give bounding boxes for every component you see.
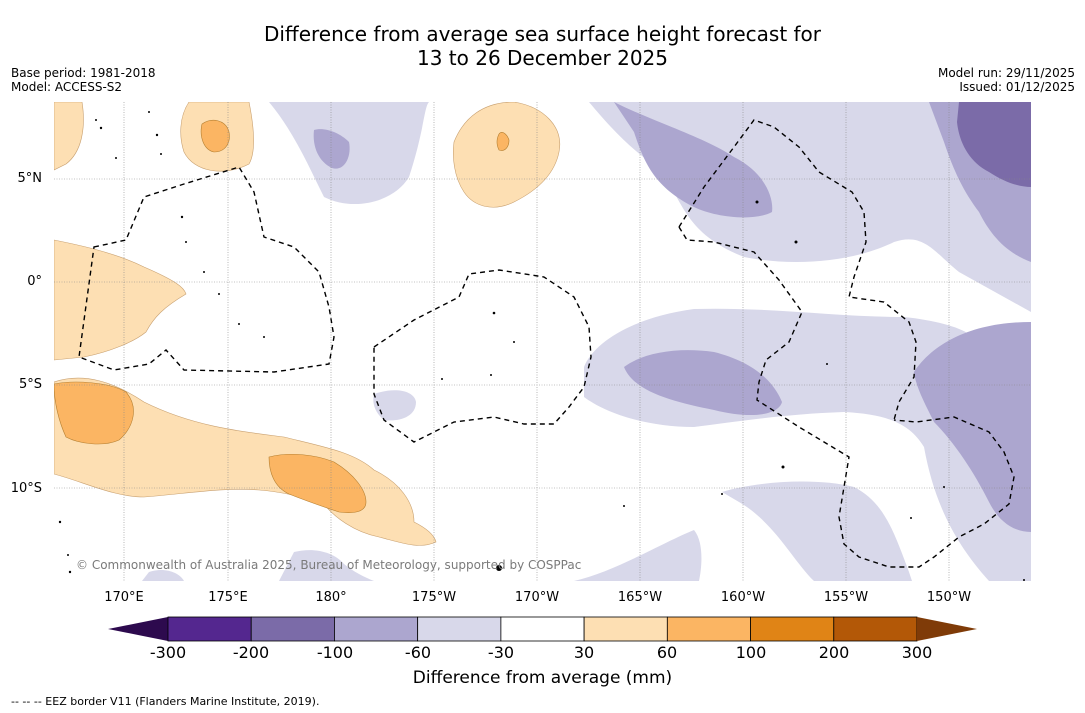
lon-label-150w: 150°W: [926, 590, 972, 605]
colorbar-bin: [167, 616, 252, 642]
title-line-1: Difference from average sea surface heig…: [263, 22, 822, 46]
colorbar-bins: [167, 616, 918, 642]
cbar-tick-minus100: -100: [316, 643, 354, 662]
colorbar-bin: [500, 616, 585, 642]
base-period-text: Base period: 1981-2018: [11, 66, 156, 80]
cbar-tick-minus30: -30: [487, 643, 515, 662]
cbar-tick-minus60: -60: [404, 643, 432, 662]
colorbar-under-arrow: [108, 617, 168, 641]
map-title: Difference from average sea surface heig…: [0, 22, 1085, 70]
cbar-tick-100: 100: [735, 643, 767, 662]
map-panel: [54, 102, 1031, 581]
model-run-text: Model run: 29/11/2025: [937, 66, 1075, 80]
lon-label-160w: 160°W: [720, 590, 766, 605]
lon-label-165w: 165°W: [617, 590, 663, 605]
base-period-info: Base period: 1981-2018 Model: ACCESS-S2: [11, 66, 156, 94]
graticule: [54, 102, 1031, 581]
contour-medium-orange: [54, 119, 510, 513]
colorbar-bin: [250, 616, 335, 642]
colorbar-bin: [417, 616, 502, 642]
colorbar-bin: [666, 616, 751, 642]
lon-label-170e: 170°E: [104, 590, 144, 605]
islands: [58, 111, 1025, 581]
cbar-tick-200: 200: [818, 643, 850, 662]
lat-label-5s: 5°S: [18, 377, 42, 392]
title-line-2: 13 to 26 December 2025: [416, 46, 668, 70]
colorbar-bin: [334, 616, 419, 642]
eez-legend-note: -- -- -- EEZ border V11 (Flanders Marine…: [11, 695, 320, 708]
lon-label-175e: 175°E: [208, 590, 248, 605]
colorbar-over-arrow: [917, 617, 977, 641]
cbar-tick-30: 30: [573, 643, 595, 662]
lat-label-10s: 10°S: [10, 481, 42, 496]
cbar-tick-300: 300: [901, 643, 933, 662]
model-text: Model: ACCESS-S2: [11, 80, 123, 94]
issued-text: Issued: 01/12/2025: [959, 80, 1075, 94]
colorbar-title: Difference from average (mm): [412, 668, 673, 688]
lon-label-180: 180°: [315, 590, 347, 605]
lat-label-0: 0°: [27, 274, 42, 289]
cbar-tick-minus300: -300: [149, 643, 187, 662]
map-svg: [54, 102, 1031, 581]
cbar-tick-minus200: -200: [232, 643, 270, 662]
lat-label-5n: 5°N: [17, 171, 43, 186]
copyright-text: © Commonwealth of Australia 2025, Bureau…: [76, 558, 582, 572]
colorbar-bin: [750, 616, 835, 642]
colorbar-bin: [583, 616, 668, 642]
lon-label-170w: 170°W: [514, 590, 560, 605]
colorbar-svg: [108, 616, 977, 642]
colorbar-bin: [833, 616, 918, 642]
eez-borders: [78, 119, 1015, 568]
run-info: Model run: 29/11/2025 Issued: 01/12/2025: [938, 66, 1075, 94]
contour-dark-purple: [957, 102, 1031, 187]
lon-label-155w: 155°W: [823, 590, 869, 605]
contour-medium-purple: [313, 102, 1031, 532]
lon-label-175w: 175°W: [411, 590, 457, 605]
colorbar: [108, 616, 978, 642]
cbar-tick-60: 60: [656, 643, 678, 662]
